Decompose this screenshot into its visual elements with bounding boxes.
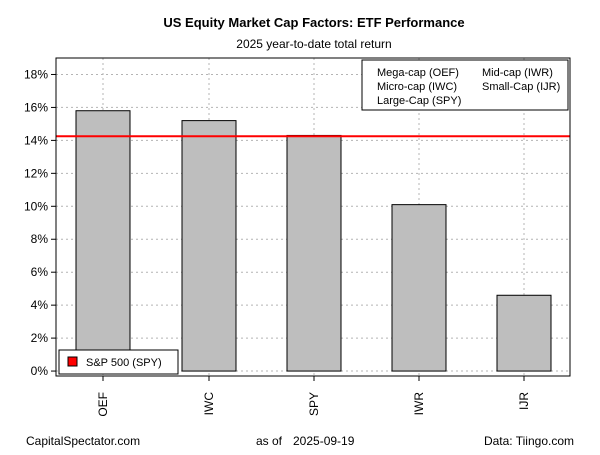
y-tick-label: 14% bbox=[24, 133, 48, 147]
y-tick-label: 8% bbox=[31, 232, 49, 246]
y-tick-label: 6% bbox=[31, 265, 49, 279]
reference-legend-label: S&P 500 (SPY) bbox=[86, 357, 162, 369]
footer-source-site: CapitalSpectator.com bbox=[26, 434, 140, 448]
y-tick-label: 10% bbox=[24, 199, 48, 213]
legend: Mega-cap (OEF) Mid-cap (IWR) Micro-cap (… bbox=[361, 59, 569, 111]
x-tick-label-oef: OEF bbox=[96, 392, 110, 417]
legend-box bbox=[361, 59, 569, 111]
legend-entry-mid-cap: Mid-cap (IWR) bbox=[482, 67, 553, 79]
legend-entry-small-cap: Small-Cap (IJR) bbox=[482, 81, 560, 93]
bar-ijr bbox=[496, 294, 552, 372]
footer-as-of-date: 2025-09-19 bbox=[293, 434, 355, 448]
x-tick-label-spy: SPY bbox=[307, 392, 321, 416]
y-axis: 0% 2% 4% 6% 8% 10% 12% 14% 16% 18% bbox=[24, 67, 56, 378]
reference-legend: S&P 500 (SPY) bbox=[58, 349, 179, 375]
chart-subtitle: 2025 year-to-date total return bbox=[236, 37, 391, 51]
y-tick-label: 0% bbox=[31, 364, 49, 378]
bar-iwc bbox=[181, 120, 237, 372]
reference-legend-swatch bbox=[67, 356, 78, 367]
bar-iwr bbox=[391, 204, 447, 372]
footer-as-of-label: as of bbox=[256, 434, 283, 448]
legend-entry-micro-cap: Micro-cap (IWC) bbox=[377, 81, 457, 93]
legend-entry-large-cap: Large-Cap (SPY) bbox=[377, 95, 461, 107]
y-tick-label: 2% bbox=[31, 331, 49, 345]
y-tick-label: 16% bbox=[24, 100, 48, 114]
footer-data-source: Data: Tiingo.com bbox=[484, 434, 574, 448]
x-tick-label-iwc: IWC bbox=[202, 392, 216, 416]
bar-oef bbox=[75, 110, 131, 372]
bar-spy bbox=[286, 134, 342, 372]
chart-title: US Equity Market Cap Factors: ETF Perfor… bbox=[163, 15, 464, 30]
x-axis: OEF IWC SPY IWR IJR bbox=[96, 376, 531, 417]
x-tick-label-ijr: IJR bbox=[517, 392, 531, 410]
plot-frame bbox=[55, 57, 571, 377]
y-tick-label: 4% bbox=[31, 298, 49, 312]
reference-legend-box bbox=[58, 349, 179, 375]
legend-entry-mega-cap: Mega-cap (OEF) bbox=[377, 67, 459, 79]
x-tick-label-iwr: IWR bbox=[412, 392, 426, 416]
y-tick-label: 12% bbox=[24, 166, 48, 180]
y-tick-label: 18% bbox=[24, 67, 48, 81]
bars bbox=[75, 110, 552, 372]
